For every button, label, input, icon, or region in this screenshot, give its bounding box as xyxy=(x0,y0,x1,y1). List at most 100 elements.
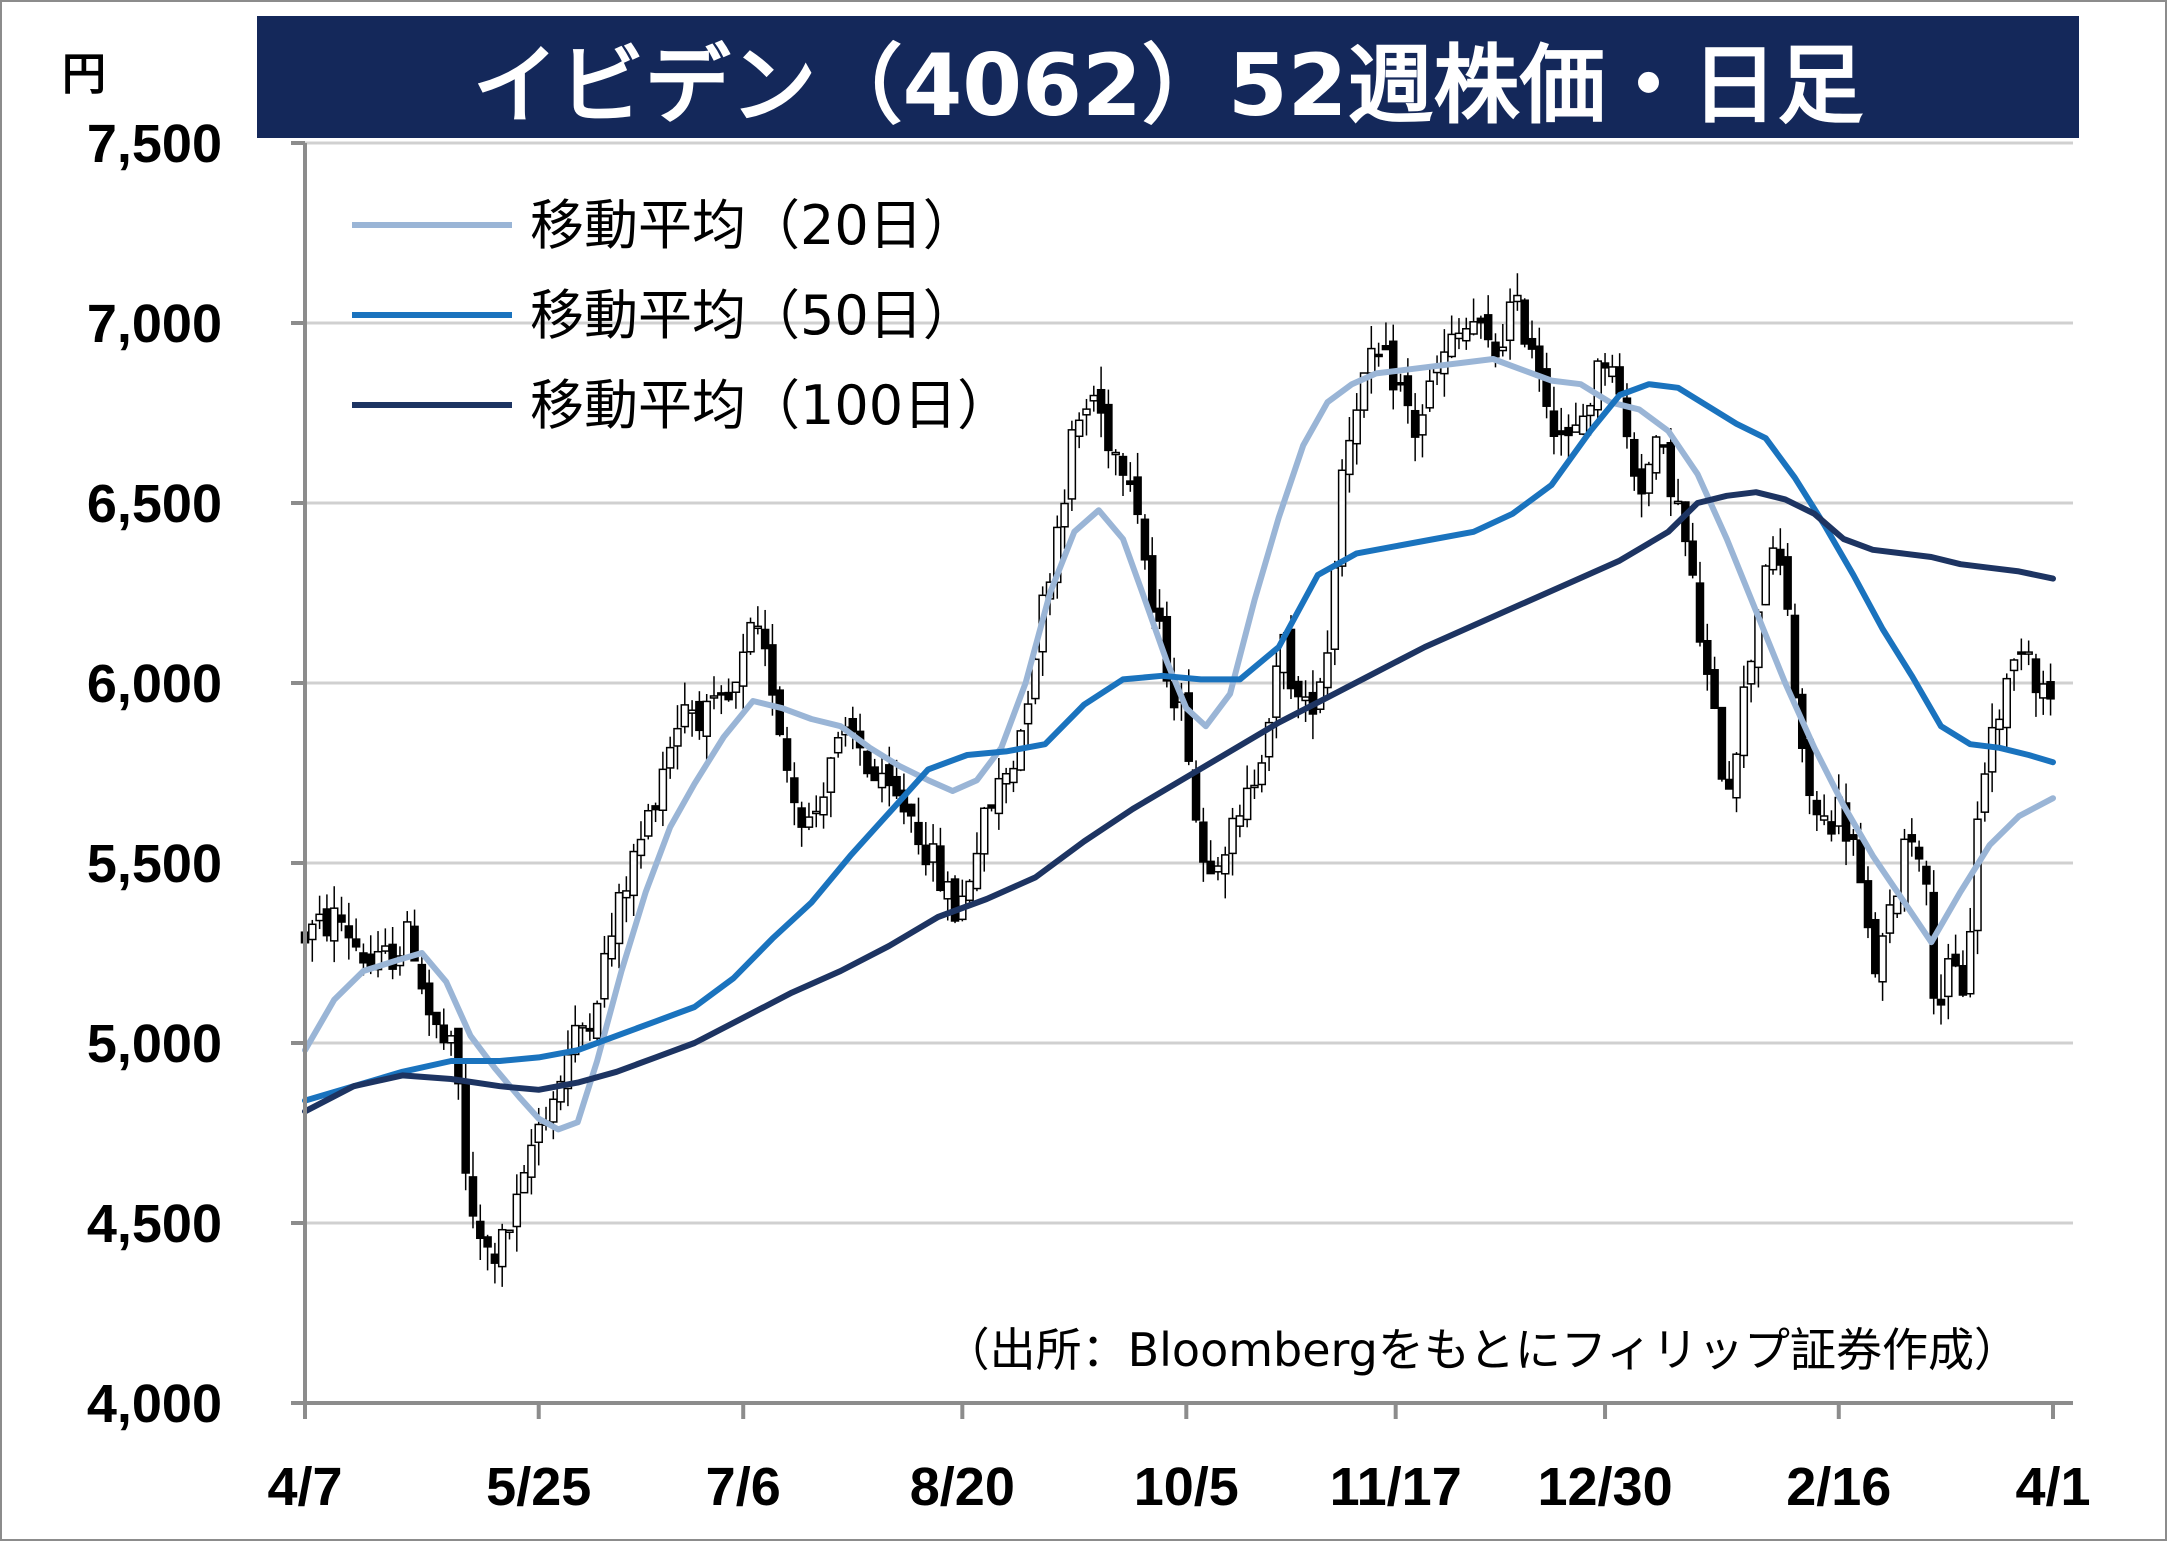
candle-body xyxy=(578,1025,587,1029)
candle xyxy=(1060,489,1069,549)
candle-body xyxy=(454,1027,463,1085)
candle xyxy=(826,756,836,818)
candle-body xyxy=(446,1035,456,1044)
candle xyxy=(1213,856,1223,881)
candle xyxy=(622,876,631,923)
y-tick-label: 4,000 xyxy=(87,1374,222,1434)
candle-body xyxy=(519,1171,529,1194)
candle-body xyxy=(1630,438,1639,477)
candle-body xyxy=(906,803,916,817)
candle xyxy=(921,822,931,876)
candle-body xyxy=(738,651,748,687)
candle-body xyxy=(782,738,792,771)
candle-body xyxy=(1374,353,1383,358)
candle xyxy=(1396,373,1405,392)
x-tick-label: 2/16 xyxy=(1786,1457,1891,1517)
candle-body xyxy=(1184,692,1193,762)
candle-body xyxy=(1315,681,1325,710)
candle-body xyxy=(424,982,434,1016)
candle xyxy=(1301,680,1310,722)
candle-body xyxy=(746,621,755,653)
candle-body xyxy=(505,1229,514,1234)
candle-body xyxy=(1673,500,1683,505)
x-tick-label: 5/25 xyxy=(486,1457,591,1517)
candle-body xyxy=(1578,415,1588,435)
candle xyxy=(1352,393,1361,465)
candle xyxy=(914,797,923,855)
candle xyxy=(2024,640,2033,666)
candle xyxy=(1155,589,1164,630)
candle-body xyxy=(717,692,726,696)
candle-body xyxy=(468,1176,478,1217)
candle xyxy=(1367,326,1376,394)
candle-body xyxy=(1608,366,1617,378)
candle-body xyxy=(1856,839,1865,884)
candle-body xyxy=(768,644,777,696)
candle-body xyxy=(1739,686,1749,757)
candle-body xyxy=(2017,651,2026,655)
candle xyxy=(1469,298,1478,336)
candle xyxy=(1732,752,1741,813)
candle xyxy=(906,803,916,833)
candle-body xyxy=(351,938,361,948)
candle xyxy=(1958,950,1968,998)
candle xyxy=(994,758,1004,830)
candle-body xyxy=(556,1080,565,1103)
candle-body xyxy=(439,1024,449,1044)
candle xyxy=(936,827,945,892)
candle xyxy=(1250,769,1259,799)
candle xyxy=(1184,669,1193,766)
candle xyxy=(1944,943,1953,1020)
candle xyxy=(1885,889,1895,944)
candle-body xyxy=(1199,821,1208,863)
candle xyxy=(687,700,697,737)
candle-body xyxy=(1001,772,1011,785)
candle-body xyxy=(1418,414,1427,436)
x-tick-label: 7/6 xyxy=(706,1457,781,1517)
y-tick-label: 7,500 xyxy=(87,114,222,174)
candle-body xyxy=(1666,442,1676,498)
candle-body xyxy=(1527,337,1537,350)
candle-body xyxy=(417,963,427,990)
candle-body xyxy=(979,807,989,855)
candle-body xyxy=(1074,419,1084,438)
candle xyxy=(549,1091,558,1140)
candle xyxy=(1936,974,1946,1025)
x-tick-label: 4/7 xyxy=(267,1457,342,1517)
candle-body xyxy=(1447,333,1456,358)
y-tick-label: 5,500 xyxy=(87,834,222,894)
candle xyxy=(738,633,748,711)
candle xyxy=(2046,663,2055,716)
candle xyxy=(1710,656,1719,710)
candle xyxy=(2009,658,2019,691)
candle-body xyxy=(629,850,638,897)
candle-body xyxy=(2024,651,2033,655)
candle xyxy=(950,875,960,924)
candle-body xyxy=(600,952,609,1000)
candle xyxy=(1593,358,1602,423)
candle-body xyxy=(1600,362,1610,369)
candle xyxy=(1228,807,1237,876)
candle-body xyxy=(1367,347,1376,374)
candle xyxy=(1082,398,1091,436)
candle-body xyxy=(1345,439,1354,476)
candle-body xyxy=(1929,891,1938,999)
candle-body xyxy=(1206,860,1215,875)
candle xyxy=(1221,846,1230,899)
candle xyxy=(753,606,763,635)
candle-body xyxy=(1586,404,1595,417)
candle-body xyxy=(1761,565,1770,606)
candle xyxy=(928,824,938,882)
candle xyxy=(600,935,609,1008)
candle-body xyxy=(877,772,887,789)
legend-label: 移動平均（100日） xyxy=(530,374,1011,437)
candle-body xyxy=(1936,998,1946,1006)
candle-body xyxy=(1593,360,1602,411)
candle-body xyxy=(359,952,368,964)
candle-body xyxy=(1980,773,1990,813)
candle xyxy=(1206,840,1215,875)
candle-body xyxy=(1973,818,1982,932)
candle xyxy=(403,911,412,959)
candle xyxy=(1104,389,1113,469)
candle-body xyxy=(1067,429,1077,500)
